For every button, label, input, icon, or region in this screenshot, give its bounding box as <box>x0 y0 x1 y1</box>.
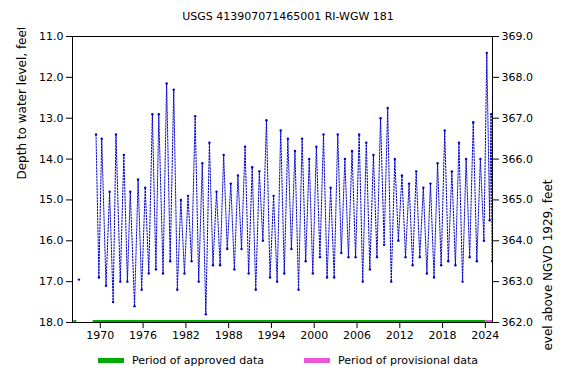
svg-text:368.0: 368.0 <box>502 71 534 84</box>
svg-text:12.0: 12.0 <box>39 71 64 84</box>
svg-text:1988: 1988 <box>215 329 243 342</box>
svg-text:13.0: 13.0 <box>39 112 64 125</box>
svg-text:Depth to water level, feet bel: Depth to water level, feet below land su… <box>15 28 29 180</box>
svg-text:16.0: 16.0 <box>39 234 64 247</box>
svg-text:2012: 2012 <box>386 329 414 342</box>
svg-text:15.0: 15.0 <box>39 193 64 206</box>
svg-text:2024: 2024 <box>471 329 499 342</box>
svg-text:369.0: 369.0 <box>502 30 534 43</box>
svg-text:2000: 2000 <box>300 329 328 342</box>
svg-text:365.0: 365.0 <box>502 193 534 206</box>
svg-text:362.0: 362.0 <box>502 316 534 329</box>
svg-text:Groundwater level above NGVD 1: Groundwater level above NGVD 1929, feet <box>541 179 555 350</box>
svg-text:1970: 1970 <box>86 329 114 342</box>
svg-text:1976: 1976 <box>129 329 157 342</box>
svg-text:2018: 2018 <box>429 329 457 342</box>
svg-text:18.0: 18.0 <box>39 316 64 329</box>
svg-text:2006: 2006 <box>343 329 371 342</box>
svg-text:1982: 1982 <box>172 329 200 342</box>
svg-text:1994: 1994 <box>257 329 285 342</box>
svg-text:363.0: 363.0 <box>502 275 534 288</box>
svg-text:367.0: 367.0 <box>502 112 534 125</box>
svg-text:364.0: 364.0 <box>502 234 534 247</box>
html-text:Period of provisional data: Period of provisional data <box>338 354 479 367</box>
svg-text:366.0: 366.0 <box>502 153 534 166</box>
html-text:Period of approved data: Period of approved data <box>131 354 265 367</box>
svg-text:11.0: 11.0 <box>39 30 64 43</box>
svg-text:17.0: 17.0 <box>39 275 64 288</box>
svg-text:14.0: 14.0 <box>39 153 64 166</box>
html-text:USGS 413907071465001 RI-WGW 18: USGS 413907071465001 RI-WGW 181 <box>182 10 394 23</box>
